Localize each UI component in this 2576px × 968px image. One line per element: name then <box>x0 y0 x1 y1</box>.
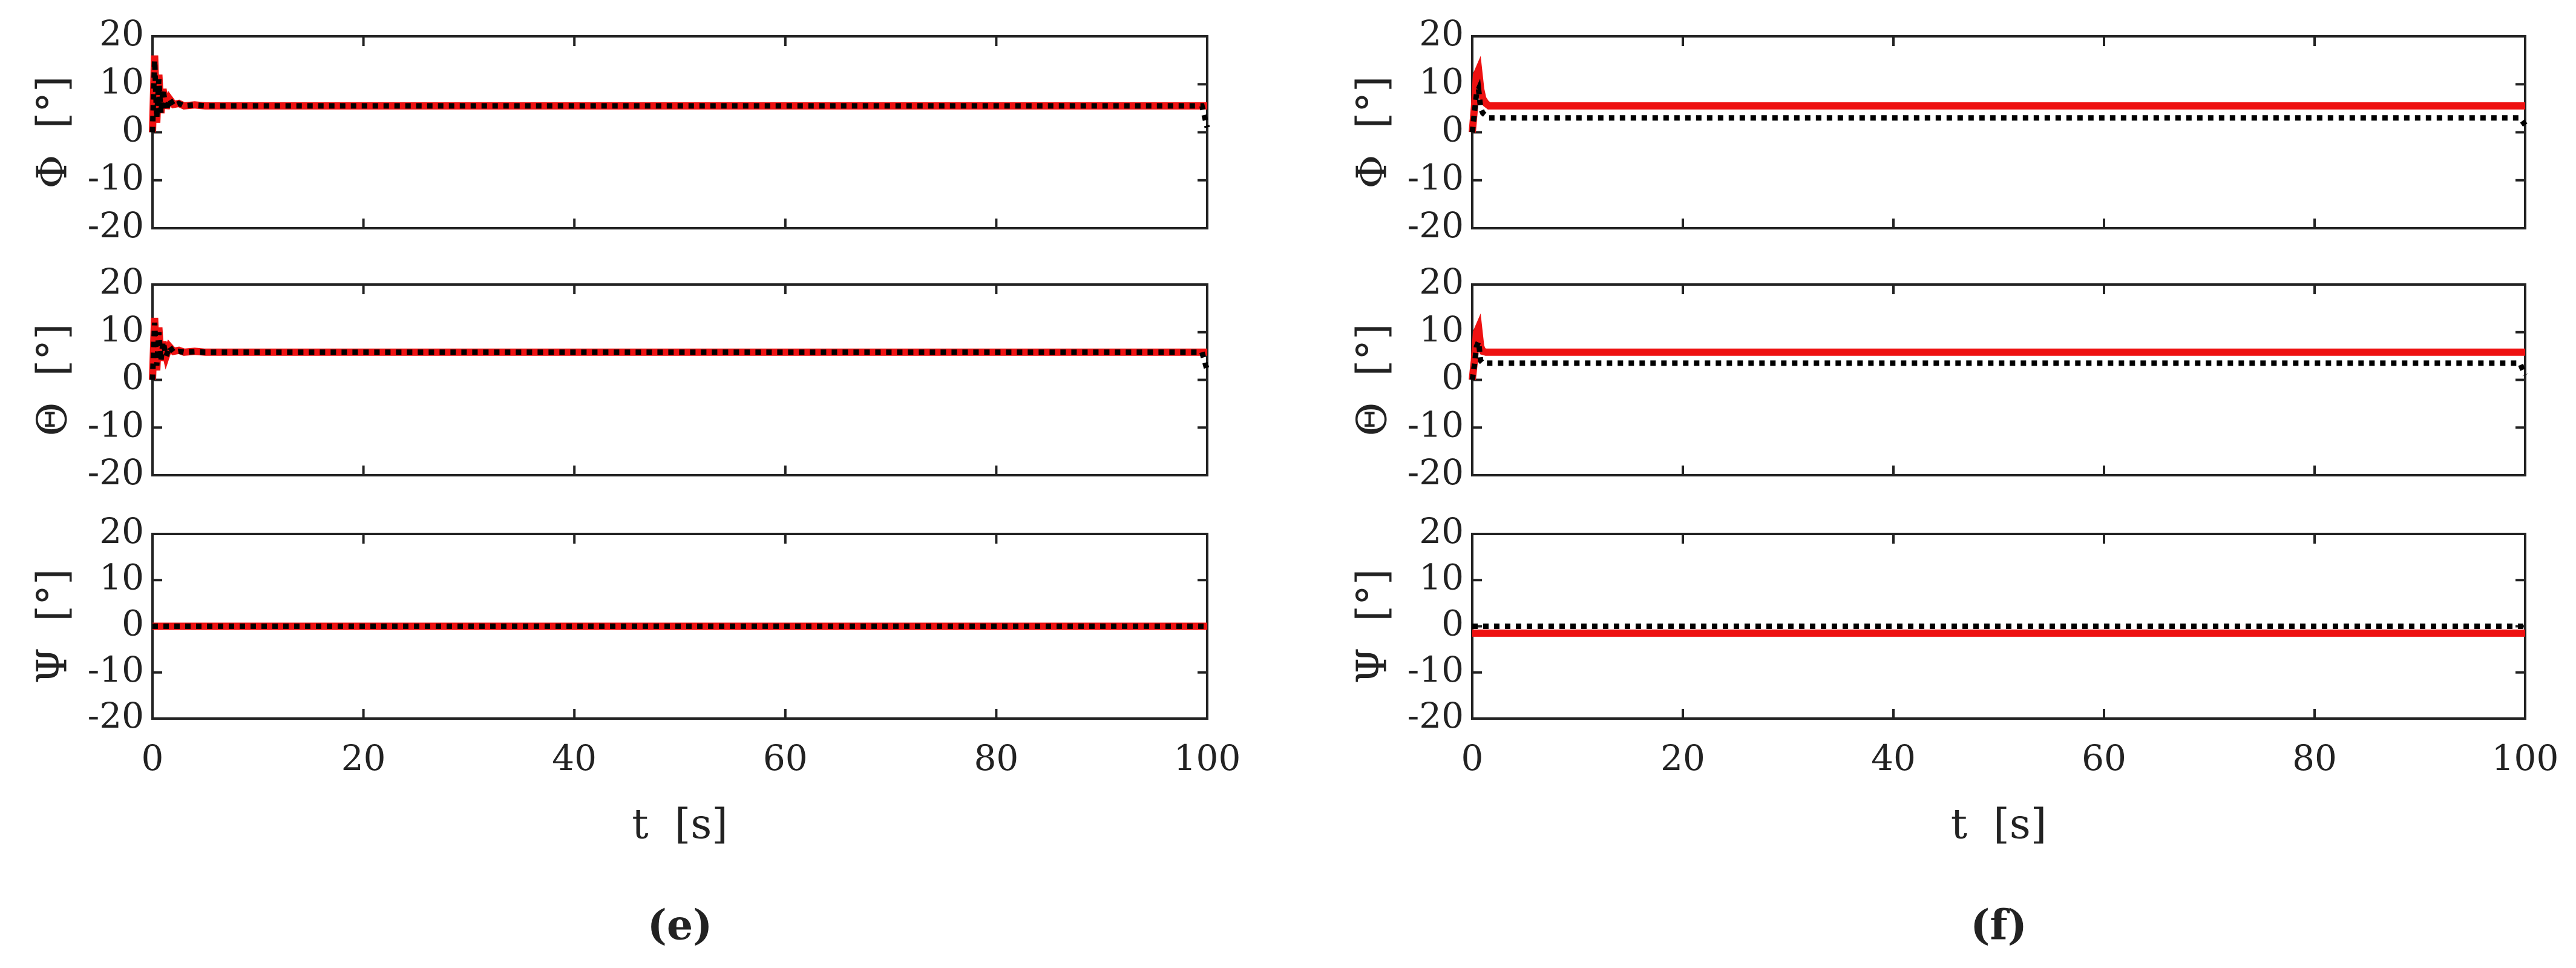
y-tick-label: -20 <box>88 695 144 736</box>
y-tick-label: -10 <box>1408 649 1464 690</box>
data-line <box>1469 78 2528 133</box>
y-tick-label: 20 <box>99 510 144 551</box>
x-tick-label: 20 <box>1660 737 1705 779</box>
subfigure-caption: (e) <box>647 901 713 950</box>
y-tick-label: 10 <box>99 556 144 598</box>
y-tick-label: 20 <box>99 261 144 302</box>
y-tick-label: -20 <box>88 452 144 493</box>
y-tick-label: 0 <box>1441 109 1464 150</box>
y-tick-label: 10 <box>99 309 144 350</box>
data-line <box>149 322 1210 380</box>
y-tick-label: -10 <box>88 649 144 690</box>
y-axis-label: Φ [°] <box>1349 76 1397 188</box>
y-tick-label: 10 <box>1419 61 1464 102</box>
y-tick-label: 0 <box>122 109 144 150</box>
x-tick-label: 20 <box>341 737 386 779</box>
x-tick-label: 100 <box>1174 737 1241 779</box>
y-tick-label: -20 <box>88 205 144 246</box>
data-line <box>1469 331 2528 381</box>
y-tick-label: -10 <box>1408 157 1464 198</box>
x-tick-label: 60 <box>763 737 808 779</box>
y-tick-label: -20 <box>1408 205 1464 246</box>
x-tick-label: 60 <box>2082 737 2126 779</box>
subfigure-caption: (f) <box>1970 901 2027 950</box>
y-tick-label: 20 <box>1419 510 1464 551</box>
y-axis-label: Ψ [°] <box>29 569 77 684</box>
y-tick-label: 10 <box>99 61 144 102</box>
axes-frame <box>1471 283 2526 476</box>
x-tick-label: 0 <box>1461 737 1484 779</box>
data-line <box>1469 313 2525 381</box>
y-tick-label: 20 <box>1419 261 1464 302</box>
data-line <box>149 317 1207 380</box>
x-tick-label: 40 <box>552 737 597 779</box>
y-axis-label: Φ [°] <box>29 76 77 188</box>
x-axis-label: t [s] <box>632 801 728 849</box>
y-tick-label: -20 <box>1408 695 1464 736</box>
x-tick-label: 100 <box>2492 737 2559 779</box>
y-tick-label: -10 <box>88 157 144 198</box>
axes-frame <box>151 283 1208 476</box>
x-tick-label: 80 <box>2292 737 2337 779</box>
y-tick-label: 20 <box>99 13 144 54</box>
x-tick-label: 40 <box>1871 737 1916 779</box>
y-axis-label: Θ [°] <box>29 323 77 436</box>
x-tick-label: 0 <box>142 737 164 779</box>
axes-frame <box>1471 35 2526 229</box>
x-axis-label: t [s] <box>1951 801 2047 849</box>
x-tick-label: 80 <box>974 737 1018 779</box>
y-tick-label: -10 <box>88 404 144 445</box>
y-axis-label: Ψ [°] <box>1349 569 1397 684</box>
y-tick-label: 10 <box>1419 309 1464 350</box>
y-tick-label: 0 <box>1441 357 1464 398</box>
axes-frame <box>151 35 1208 229</box>
y-tick-label: 0 <box>1441 603 1464 644</box>
y-tick-label: 10 <box>1419 556 1464 598</box>
y-tick-label: 20 <box>1419 13 1464 54</box>
y-tick-label: 0 <box>122 603 144 644</box>
data-line <box>149 60 1210 133</box>
y-tick-label: 0 <box>122 357 144 398</box>
y-tick-label: -20 <box>1408 452 1464 493</box>
data-line <box>149 55 1207 133</box>
data-line <box>1469 56 2525 133</box>
y-axis-label: Θ [°] <box>1349 323 1397 436</box>
y-tick-label: -10 <box>1408 404 1464 445</box>
